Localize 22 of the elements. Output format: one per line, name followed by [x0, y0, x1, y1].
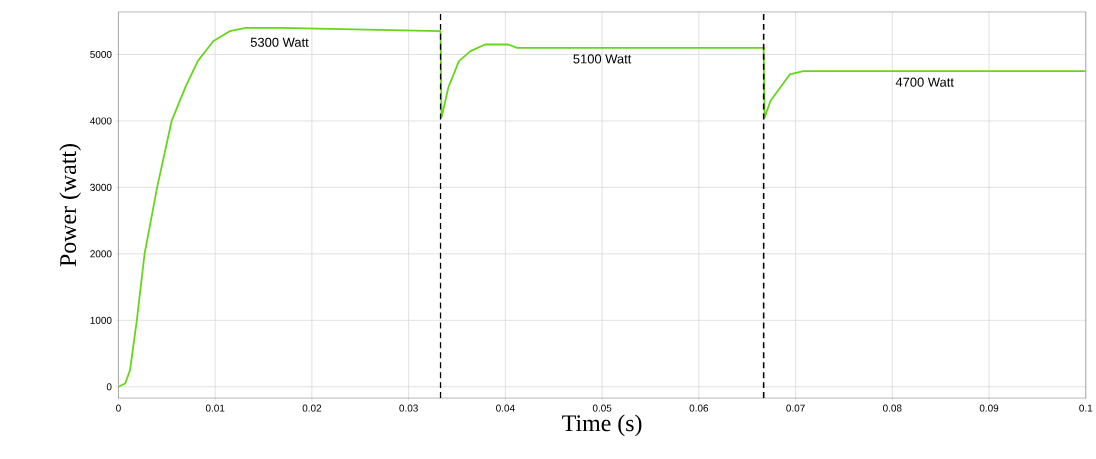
x-tick-label: 0.04	[496, 404, 515, 412]
x-tick-label: 0.08	[883, 404, 902, 412]
x-tick-label: 0.09	[979, 404, 999, 412]
x-tick-label: 0.01	[205, 404, 225, 412]
annotation: 5300 Watt	[250, 37, 309, 47]
x-tick-label: 0.06	[689, 404, 709, 412]
annotation: 4700 Watt	[895, 77, 954, 87]
y-tick-label: 3000	[90, 183, 112, 192]
y-tick-label: 4000	[90, 117, 112, 125]
annotation: 5100 Watt	[573, 54, 632, 64]
x-tick-label: 0.03	[399, 404, 418, 412]
x-tick-label: 0.07	[786, 404, 805, 412]
x-tick-label: 0	[116, 404, 121, 412]
y-tick-label: 0	[106, 383, 112, 391]
y-tick-label: 5000	[90, 51, 112, 59]
x-tick-label: 0.02	[302, 404, 322, 412]
y-tick-label: 1000	[90, 316, 112, 324]
y-tick-label: 2000	[90, 250, 112, 258]
x-axis-title: Time (s)	[562, 414, 642, 437]
y-axis-title: Power (watt)	[59, 144, 81, 267]
x-tick-label: 0.1	[1079, 404, 1093, 412]
x-tick-label: 0.05	[592, 404, 612, 412]
